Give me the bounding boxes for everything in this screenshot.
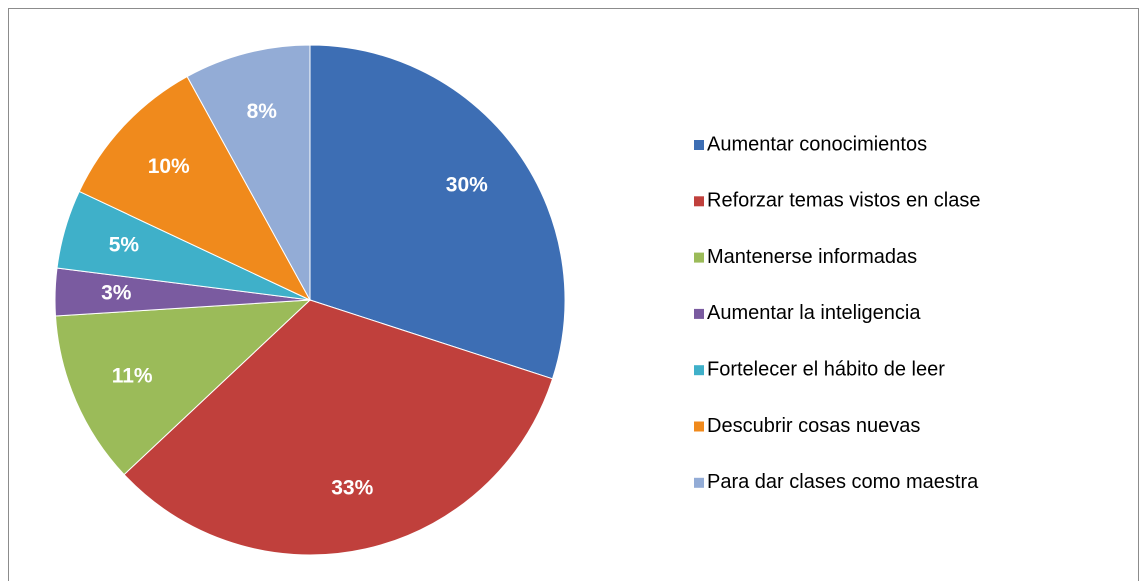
legend-swatch [694,477,704,488]
pie-slice [186,44,311,301]
legend-swatch [694,196,704,207]
legend-label: Descubrir cosas nuevas [707,415,920,437]
legend-label: Aumentar la inteligencia [707,302,921,324]
pie-slice [309,44,566,380]
legend-swatch [694,421,704,432]
slice-label: 30% [446,174,488,197]
legend-label: Para dar clases como maestra [707,471,979,493]
legend-swatch [694,140,704,150]
legend-label: Mantenerse informadas [707,246,917,268]
legend-swatch [694,252,704,263]
pie-slice [123,299,554,556]
slice-label: 8% [247,100,278,123]
pie-slice [78,75,312,302]
legend-label: Reforzar temas vistos en clase [707,190,980,212]
legend-swatch [694,365,704,376]
slice-label: 33% [331,477,373,500]
pie-slice [54,299,312,476]
slice-label: 11% [112,365,153,388]
slice-label: 5% [109,233,140,256]
slice-label: 10% [148,155,190,178]
legend-label: Fortelecer el hábito de leer [707,358,945,380]
legend-swatch [694,308,704,319]
legend-label: Aumentar conocimientos [707,133,927,155]
slice-label: 3% [101,281,132,304]
